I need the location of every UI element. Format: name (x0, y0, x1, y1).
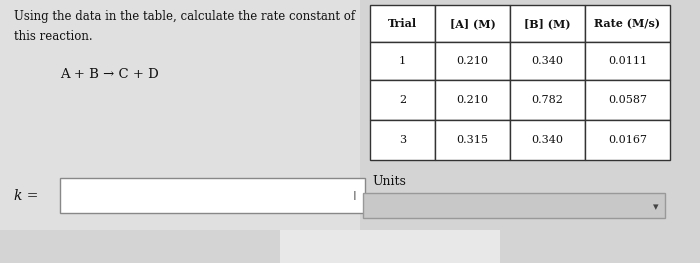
Bar (585, 120, 670, 160)
Text: 0.0111: 0.0111 (608, 56, 647, 66)
Bar (585, 5, 670, 42)
Text: 0.340: 0.340 (531, 56, 564, 66)
Text: [A] (M): [A] (M) (449, 18, 496, 29)
Bar (363, 193, 665, 218)
Text: this reaction.: this reaction. (14, 30, 92, 43)
Text: 3: 3 (399, 135, 406, 145)
Text: Using the data in the table, calculate the rate constant of: Using the data in the table, calculate t… (14, 10, 355, 23)
Text: 0.315: 0.315 (456, 135, 489, 145)
Bar (510, 42, 585, 80)
Text: 2: 2 (399, 95, 406, 105)
Text: 0.210: 0.210 (456, 56, 489, 66)
Text: I: I (354, 190, 357, 203)
Bar (370, 5, 435, 42)
Text: 0.210: 0.210 (456, 95, 489, 105)
Text: 1: 1 (399, 56, 406, 66)
Bar (585, 42, 670, 80)
Bar (435, 5, 510, 42)
Bar (370, 80, 435, 120)
Bar (585, 80, 670, 120)
Bar (370, 42, 435, 80)
Bar (435, 80, 510, 120)
Text: A + B → C + D: A + B → C + D (60, 68, 159, 81)
Bar (0, 0, 360, 230)
Text: 0.340: 0.340 (531, 135, 564, 145)
Text: 0.0167: 0.0167 (608, 135, 647, 145)
Bar (370, 120, 435, 160)
Text: Units: Units (372, 175, 406, 188)
Text: 0.0587: 0.0587 (608, 95, 647, 105)
Text: [B] (M): [B] (M) (524, 18, 570, 29)
Bar (510, 120, 585, 160)
Bar (510, 80, 585, 120)
Bar (435, 42, 510, 80)
Text: ▾: ▾ (653, 202, 659, 212)
Bar (510, 5, 585, 42)
Bar (60, 178, 365, 213)
Bar (280, 230, 500, 263)
Bar (435, 120, 510, 160)
Text: k =: k = (14, 189, 38, 203)
Text: 0.782: 0.782 (531, 95, 564, 105)
Text: Trial: Trial (388, 18, 417, 29)
Text: Rate (M/s): Rate (M/s) (594, 18, 661, 29)
